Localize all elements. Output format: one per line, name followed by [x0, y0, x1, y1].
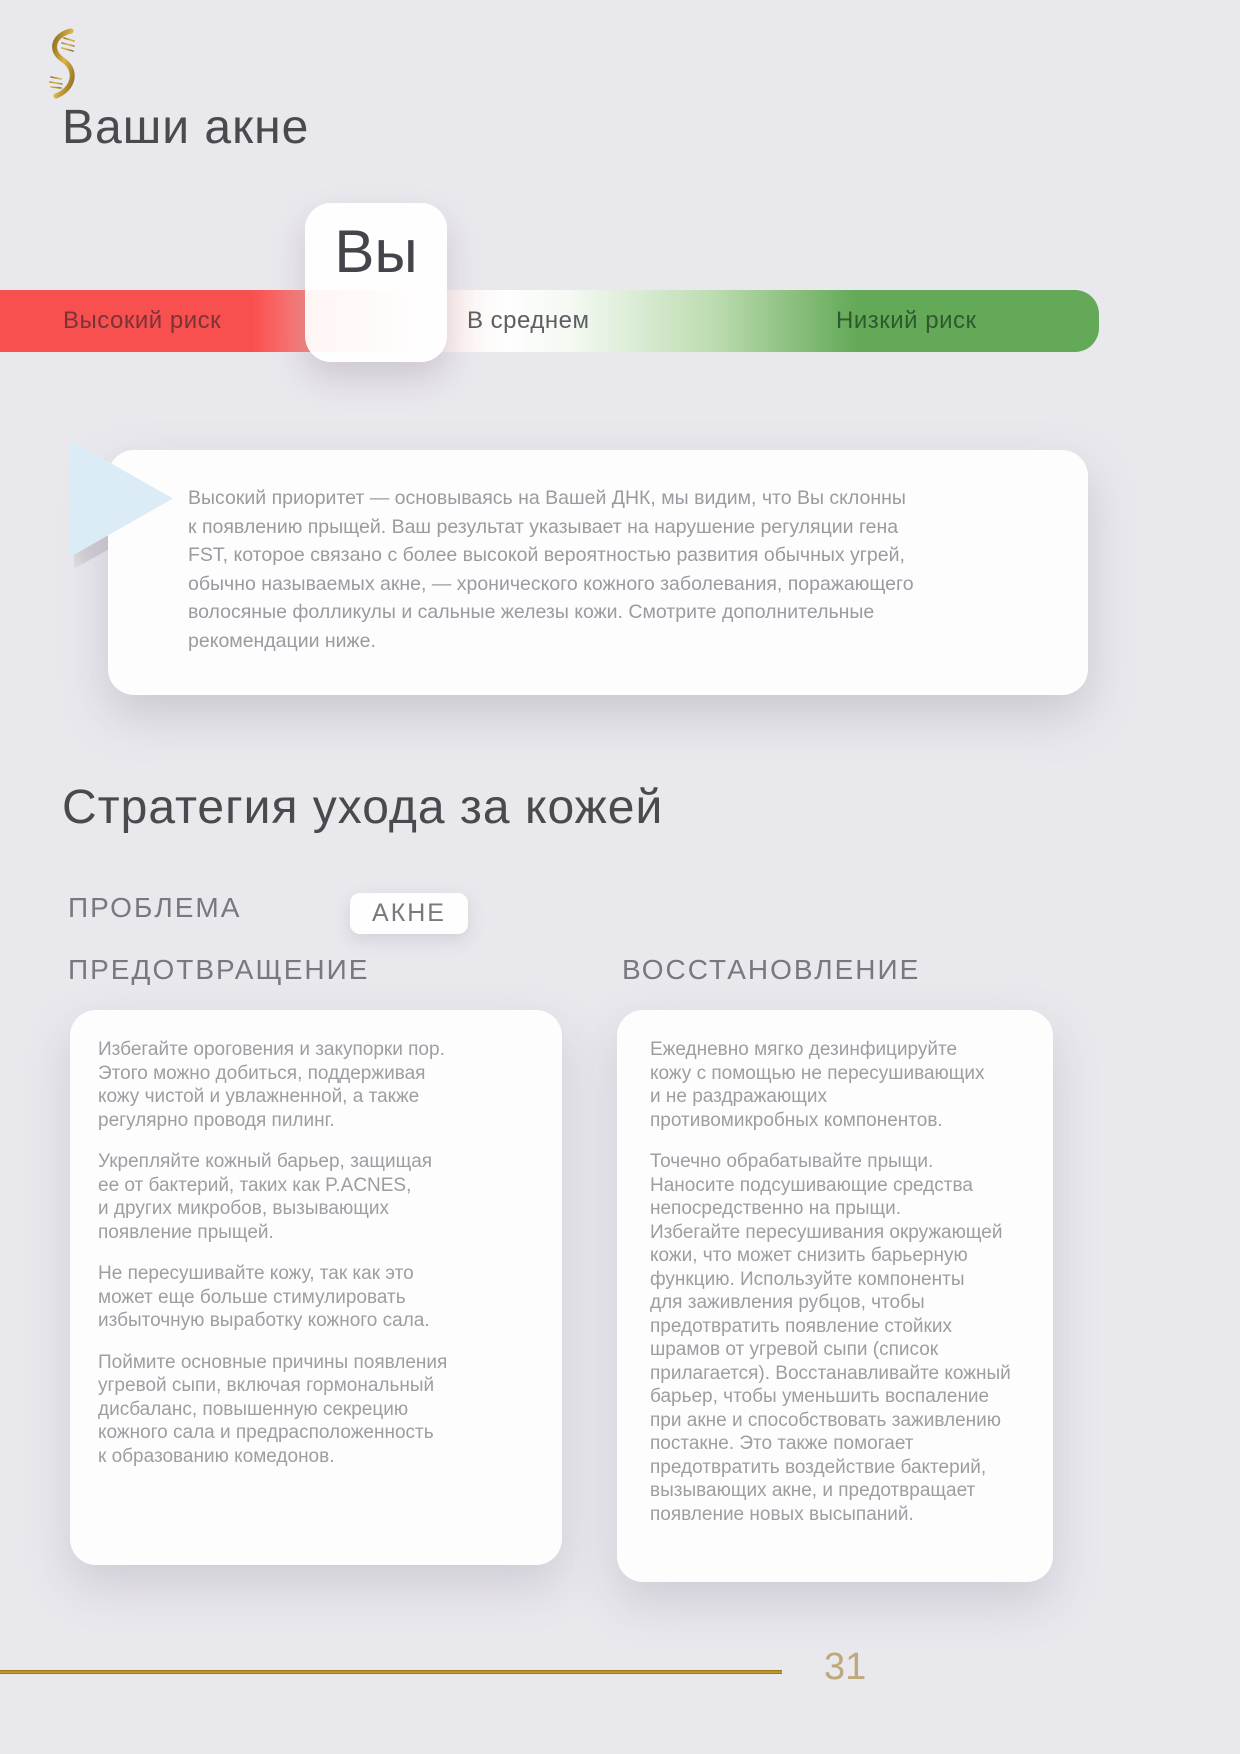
restoration-card: Ежедневно мягко дезинфицируйте кожу с по…: [617, 1010, 1053, 1582]
section-title: Стратегия ухода за кожей: [62, 781, 664, 834]
problem-value-badge: АКНЕ: [350, 893, 468, 934]
prevention-paragraph: Избегайте ороговения и закупорки пор. Эт…: [98, 1039, 445, 1131]
column-header-restoration: ВОССТАНОВЛЕНИЕ: [622, 954, 921, 985]
problem-label: ПРОБЛЕМА: [68, 892, 242, 923]
prevention-paragraph: Укрепляйте кожный барьер, защищая ее от …: [98, 1151, 433, 1243]
restoration-paragraph: Ежедневно мягко дезинфицируйте кожу с по…: [650, 1039, 985, 1131]
dna-helix-logo-icon: [49, 28, 75, 99]
footer-gold-divider: [0, 1670, 782, 1674]
column-header-prevention: ПРЕДОТВРАЩЕНИЕ: [68, 954, 370, 985]
page-number: 31: [824, 1646, 867, 1688]
your-result-marker-label: Вы: [334, 218, 418, 285]
prevention-card-body: Избегайте ороговения и закупорки пор. Эт…: [70, 1010, 562, 1468]
problem-value-text: АКНЕ: [372, 899, 446, 927]
priority-callout-text: Высокий приоритет — основываясь на Вашей…: [188, 487, 914, 652]
risk-label-low: Низкий риск: [836, 307, 977, 334]
page-title: Ваши акне: [62, 101, 310, 154]
your-result-marker: Вы: [305, 203, 447, 362]
risk-gradient-bar: Высокий риск В среднем Низкий риск: [0, 290, 1099, 352]
restoration-card-body: Ежедневно мягко дезинфицируйте кожу с по…: [617, 1010, 1053, 1526]
priority-callout-card: [108, 450, 1088, 695]
restoration-paragraph: Точечно обрабатывайте прыщи. Наносите по…: [650, 1151, 1011, 1525]
prevention-card: Избегайте ороговения и закупорки пор. Эт…: [70, 1010, 562, 1565]
prevention-paragraph: Поймите основные причины появления угрев…: [98, 1351, 448, 1467]
risk-label-high: Высокий риск: [63, 307, 222, 334]
prevention-paragraph: Не пересушивайте кожу, так как это может…: [98, 1263, 430, 1331]
risk-label-average: В среднем: [467, 307, 590, 334]
